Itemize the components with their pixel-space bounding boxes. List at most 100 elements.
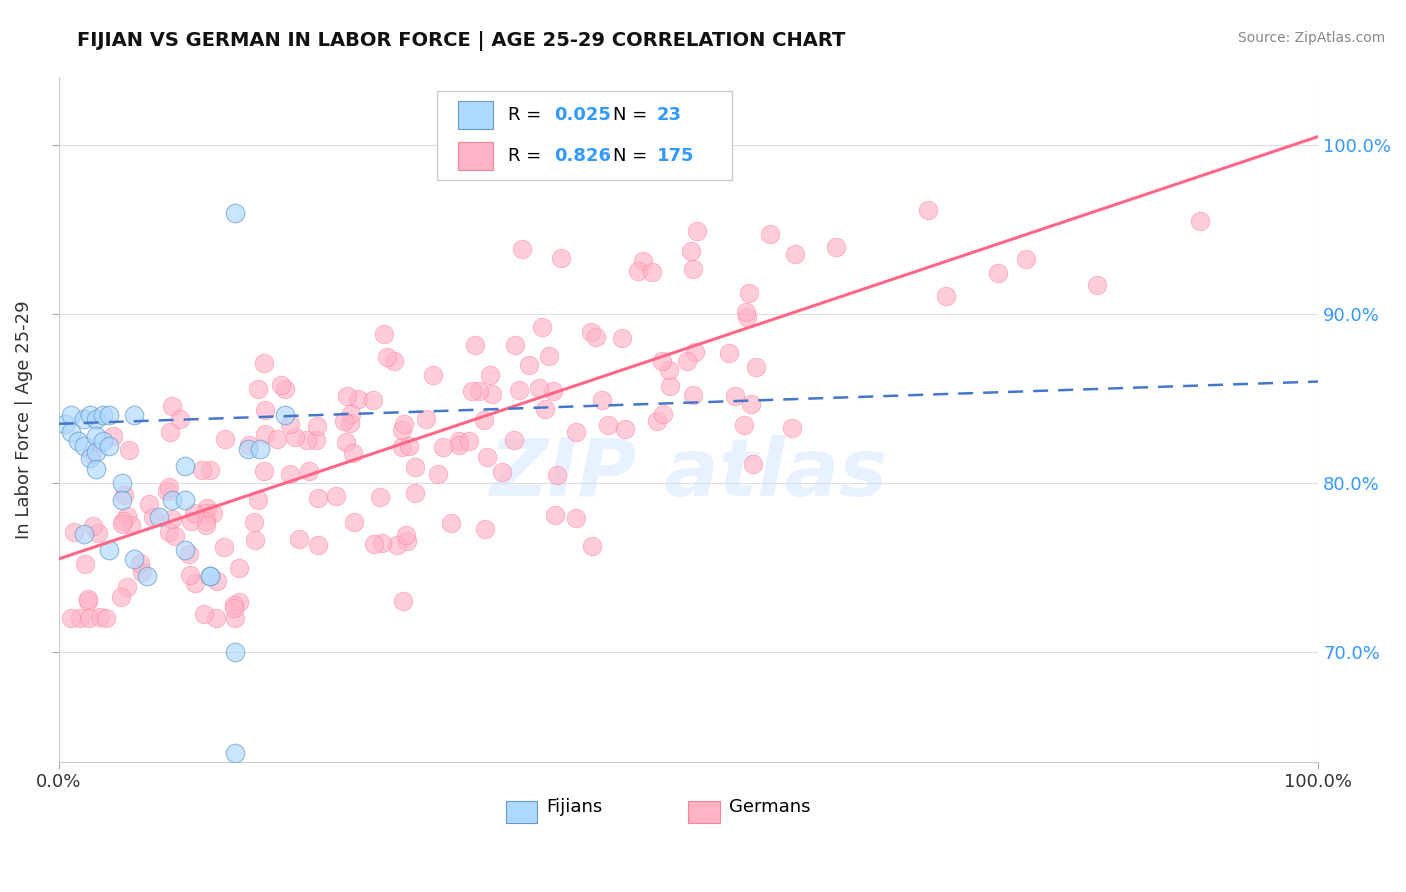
Point: [307, 491, 329, 505]
Point: [503, 433, 526, 447]
Point: [94, 611, 117, 625]
Point: [198, 569, 221, 583]
Point: [138, 497, 160, 511]
Point: [157, 480, 180, 494]
Point: [169, 412, 191, 426]
Point: [179, 568, 201, 582]
Point: [60, 409, 83, 423]
Point: [53, 417, 76, 431]
Point: [253, 356, 276, 370]
Point: [391, 423, 413, 437]
FancyBboxPatch shape: [436, 91, 733, 180]
Point: [183, 506, 205, 520]
Point: [202, 506, 225, 520]
Point: [332, 414, 354, 428]
Point: [115, 580, 138, 594]
Point: [917, 203, 939, 218]
Point: [228, 595, 250, 609]
Point: [207, 574, 229, 588]
Point: [86, 462, 108, 476]
Point: [156, 484, 179, 499]
Point: [422, 368, 444, 383]
Point: [111, 516, 134, 531]
Y-axis label: In Labor Force | Age 25-29: In Labor Force | Age 25-29: [15, 301, 32, 539]
Text: Germans: Germans: [728, 798, 810, 816]
Point: [184, 576, 207, 591]
Point: [647, 414, 669, 428]
Point: [224, 205, 246, 219]
Point: [361, 393, 384, 408]
Point: [111, 514, 134, 528]
Point: [658, 363, 681, 377]
Point: [382, 353, 405, 368]
Point: [585, 330, 607, 344]
Point: [160, 399, 183, 413]
Point: [517, 358, 540, 372]
Point: [69, 611, 91, 625]
Point: [274, 409, 297, 423]
Point: [415, 411, 437, 425]
Text: Source: ZipAtlas.com: Source: ZipAtlas.com: [1237, 31, 1385, 45]
Point: [190, 463, 212, 477]
Point: [426, 467, 449, 482]
Point: [325, 489, 347, 503]
Point: [76, 591, 98, 606]
Point: [173, 458, 195, 473]
Point: [111, 492, 134, 507]
Point: [510, 242, 533, 256]
Point: [194, 514, 217, 528]
Point: [740, 397, 762, 411]
Point: [546, 467, 568, 482]
Point: [735, 310, 758, 324]
Point: [270, 378, 292, 392]
Point: [238, 438, 260, 452]
Point: [73, 411, 96, 425]
Point: [363, 536, 385, 550]
Point: [987, 265, 1010, 279]
Point: [198, 569, 221, 583]
Point: [432, 440, 454, 454]
Text: 175: 175: [657, 147, 695, 165]
Point: [307, 538, 329, 552]
Point: [236, 442, 259, 456]
Point: [177, 547, 200, 561]
Point: [224, 746, 246, 760]
Point: [212, 541, 235, 555]
Point: [505, 338, 527, 352]
Point: [935, 289, 957, 303]
Point: [538, 349, 561, 363]
Point: [440, 516, 463, 531]
Point: [581, 539, 603, 553]
Point: [682, 388, 704, 402]
Bar: [506, 801, 537, 823]
Point: [142, 510, 165, 524]
Point: [111, 475, 134, 490]
Text: R =: R =: [509, 147, 547, 165]
Point: [742, 457, 765, 471]
Point: [686, 224, 709, 238]
Point: [550, 252, 572, 266]
Point: [373, 326, 395, 341]
Point: [745, 360, 768, 375]
Point: [110, 590, 132, 604]
Point: [122, 552, 145, 566]
Point: [193, 607, 215, 621]
Point: [475, 450, 498, 465]
Point: [148, 509, 170, 524]
Text: 23: 23: [657, 106, 682, 124]
Point: [247, 382, 270, 396]
Point: [205, 611, 228, 625]
Point: [228, 560, 250, 574]
Point: [180, 514, 202, 528]
Text: ZIP atlas: ZIP atlas: [489, 435, 887, 513]
Point: [491, 465, 513, 479]
Point: [640, 264, 662, 278]
Point: [371, 535, 394, 549]
Point: [461, 384, 484, 399]
Point: [157, 524, 180, 539]
Point: [288, 532, 311, 546]
Point: [160, 511, 183, 525]
Point: [652, 407, 675, 421]
Point: [631, 254, 654, 268]
Point: [335, 435, 357, 450]
